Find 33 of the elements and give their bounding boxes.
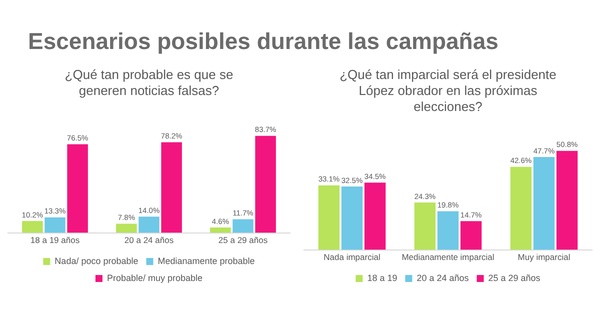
legend-label: Nada/ poco probable <box>54 256 138 266</box>
bar <box>364 182 386 250</box>
bar <box>318 185 340 250</box>
text: Escenarios posibles durante las campañas <box>28 28 498 55</box>
bar <box>161 142 182 233</box>
bar <box>138 216 160 233</box>
x-tick-label: 20 a 24 años <box>124 235 174 246</box>
x-tick-label: Medianamente imparcial <box>402 252 494 262</box>
bar <box>556 150 578 250</box>
bar <box>414 202 436 250</box>
chart-title: ¿Qué tan imparcial será el presidente López obrador en las próximas elecciones? <box>338 67 558 115</box>
legend-label: 25 a 29 años <box>488 272 541 283</box>
chart-title: ¿Qué tan probable es que se generen noticias falsas? <box>64 67 234 99</box>
x-tick-label: 25 a 29 años <box>218 235 268 246</box>
bar <box>437 211 459 250</box>
bar <box>460 221 482 250</box>
bar <box>44 217 66 233</box>
x-tick-label: Muy imparcial <box>518 252 570 262</box>
legend-label: Probable/ muy probable <box>106 272 203 283</box>
bar <box>210 227 231 233</box>
bar <box>341 186 363 250</box>
x-tick-label: Nada imparcial <box>324 252 380 262</box>
bar <box>533 156 555 250</box>
bar <box>510 166 532 250</box>
bar <box>232 219 254 233</box>
bar <box>116 224 137 233</box>
legend-label: Medianamente probable <box>158 256 255 266</box>
legend-label: 20 a 24 años <box>416 272 470 283</box>
bar <box>67 144 88 233</box>
x-tick-label: 18 a 19 años <box>30 235 80 246</box>
bar <box>255 136 276 233</box>
bar <box>22 220 43 233</box>
legend-label: 18 a 19 <box>367 272 398 283</box>
